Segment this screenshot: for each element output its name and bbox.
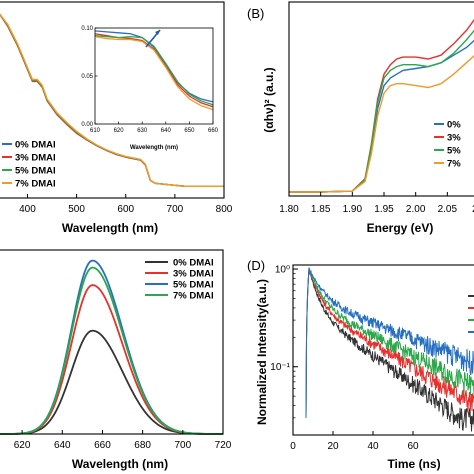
panel-a-x-tick-700: 700 [167, 204, 184, 215]
panel-a-inset-x-tick-660: 660 [208, 128, 219, 134]
panel-c-x-tick-660: 660 [94, 440, 111, 451]
panel-b-x-tick-6: 2.1 [472, 204, 474, 215]
panel-b-legend-label-2: 5% [447, 146, 461, 157]
panel-c-series-line-3-dmai [0, 284, 223, 435]
panel-a-inset-x-tick-620: 620 [114, 128, 125, 134]
panel-c-series-line-7-dmai [0, 266, 224, 435]
panel-a-legend-label-1: 3% DMAI [15, 153, 56, 164]
panel-b-x-tick-4: 2.00 [406, 204, 426, 215]
panel-a-inset-y-tick-0.10: 0.10 [81, 26, 93, 32]
panel-a-legend-label-3: 7% DMAI [15, 179, 56, 190]
panel-a-series [0, 13, 224, 187]
panel-a-absorption: 400 500 600 700 800 Wavelength (nm) 0% DMAI 3… [0, 1, 233, 235]
panel-b-legend: 0% 3% 5% 7% [434, 120, 461, 170]
panel-d-frame [292, 264, 474, 436]
panel-c-legend-label-1: 3% DMAI [173, 269, 214, 280]
panel-d-legend [468, 295, 474, 333]
panel-b-x-tick-5: 2.05 [438, 204, 458, 215]
panel-a-inset-y-tick-0.00: 0.00 [81, 122, 93, 128]
panel-c-x-tick-620: 620 [14, 440, 31, 451]
panel-a-inset-arrowhead-icon [155, 30, 160, 35]
panel-b-x-ticks: 1.80 1.85 1.90 1.95 2.00 2.05 2.1 [279, 192, 474, 215]
panel-b-y-label: (αhν)² (a.u.) [262, 67, 276, 132]
panel-b-legend-label-0: 0% [447, 120, 461, 131]
panel-c-x-tick-640: 640 [54, 440, 71, 451]
panel-d-x-tick-60: 60 [407, 441, 419, 452]
panel-a-inset-background [95, 28, 213, 124]
panel-b-series-line-7 [289, 54, 474, 193]
panel-a-inset-x-label: Wavelength (nm) [130, 145, 178, 151]
panel-a-x-tick-500: 500 [68, 204, 85, 215]
panel-c-frame [0, 249, 224, 435]
panel-d-series-line-0 [305, 267, 474, 432]
panel-b-series [289, 18, 474, 193]
panel-a-inset-x-tick-610: 610 [90, 128, 101, 134]
panel-a-legend: 0% DMAI 3% DMAI 5% DMAI 7% DMAI [2, 140, 56, 190]
panel-a-inset-series [94, 30, 214, 111]
panel-a-x-tick-400: 400 [19, 204, 36, 215]
panel-c-x-ticks: 620 640 660 680 700 720 [14, 430, 232, 451]
panel-a-inset-line-7-dmai [94, 35, 214, 111]
panel-d-x-tick-40: 40 [367, 441, 379, 452]
panel-d-y-label: Normalized Intensity(a.u.) [255, 279, 269, 425]
panel-c-x-tick-700: 700 [174, 440, 191, 451]
panel-b-series-line-5 [289, 29, 474, 193]
panel-a-inset-y-tick-0.05: 0.05 [81, 74, 93, 80]
panel-d-y-tick-1: 10⁻¹ [270, 362, 290, 373]
panel-b-x-tick-1: 1.85 [311, 204, 331, 215]
panel-a-x-tick-800: 800 [216, 204, 233, 215]
panel-d-x-tick-0: 0 [290, 441, 296, 452]
panel-c-photoluminescence: 620 640 660 680 700 720 Wavelength (nm) 0% DM… [0, 249, 232, 471]
panel-a-inset-x-tick-630: 630 [137, 128, 148, 134]
panel-d-x-label: Time (ns) [387, 457, 440, 471]
panel-d-series-line-3 [305, 267, 474, 418]
panel-a-inset: 610 620 630 640 650 660 0.00 0.05 0.10 Wavelengt… [81, 26, 218, 151]
panel-b-x-tick-2: 1.90 [343, 204, 363, 215]
panel-a-legend-label-2: 5% DMAI [15, 166, 56, 177]
panel-b-x-label: Energy (eV) [367, 221, 434, 235]
panel-d-x-tick-20: 20 [327, 441, 339, 452]
panel-a-x-tick-600: 600 [117, 204, 134, 215]
panel-d-label: (D) [247, 258, 265, 273]
panel-a-inset-x-tick-640: 640 [161, 128, 172, 134]
panel-d-y-tick-0: 10⁰ [275, 265, 290, 276]
panel-a-frame [0, 1, 225, 199]
panel-c-series [0, 259, 224, 435]
panel-a-x-label: Wavelength (nm) [62, 221, 158, 235]
panel-d-ticks: 0 20 40 60 10⁰ 10⁻¹ [270, 265, 419, 452]
panel-a-legend-label-0: 0% DMAI [15, 140, 56, 151]
panel-c-series-line-0-dmai [0, 329, 223, 435]
panel-d-series-line-2 [305, 268, 474, 418]
panel-b-x-tick-3: 1.95 [374, 204, 394, 215]
panel-c-legend-label-3: 7% DMAI [173, 291, 214, 302]
panel-c-x-tick-720: 720 [215, 440, 232, 451]
panel-d-decay: (D) Normalized Intensity(a.u.) 0 20 40 60 10… [247, 258, 474, 471]
panel-d-series [305, 267, 474, 432]
panel-a-inset-x-tick-650: 650 [184, 128, 195, 134]
panel-c-legend-label-0: 0% DMAI [173, 258, 214, 269]
panel-b-legend-label-3: 7% [447, 159, 461, 170]
panel-a-x-ticks: 400 500 600 700 800 [19, 194, 233, 215]
panel-a-inset-ticks: 610 620 630 640 650 660 0.00 0.05 0.10 [81, 26, 218, 134]
panel-b-x-tick-0: 1.80 [279, 204, 299, 215]
panel-d-series-line-1 [305, 268, 474, 418]
panel-c-x-tick-680: 680 [134, 440, 151, 451]
panel-b-label: (B) [247, 6, 264, 21]
panel-b-legend-label-1: 3% [447, 133, 461, 144]
panel-a-series-line-7-dmai [0, 13, 224, 187]
panel-c-x-label: Wavelength (nm) [72, 457, 168, 471]
panel-c-legend-label-2: 5% DMAI [173, 280, 214, 291]
panel-b-tauc-plot: (B) (αhν)² (a.u.) 1.80 1.85 1.90 1.95 2.00 2.… [247, 1, 474, 235]
panel-a-inset-line-5-dmai [94, 35, 214, 106]
